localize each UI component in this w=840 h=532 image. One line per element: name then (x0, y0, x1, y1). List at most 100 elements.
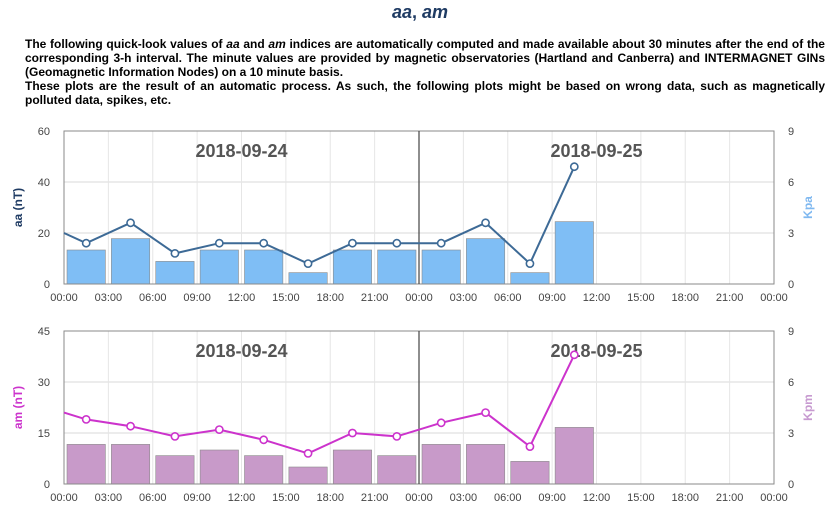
line-point (303, 259, 313, 268)
kp-bar (66, 249, 106, 285)
y-left-axis-title: am (nT) (11, 386, 25, 429)
line-point (81, 238, 91, 248)
kp-bar (332, 449, 372, 485)
kp-bar (199, 449, 239, 485)
x-tick-label: 09:00 (538, 292, 566, 304)
x-tick-label: 03:00 (95, 492, 123, 504)
x-tick-label: 00:00 (760, 492, 788, 504)
page-title: aa, am (0, 2, 840, 23)
y-right-tick-label: 3 (788, 228, 794, 240)
line-point (259, 238, 269, 248)
x-tick-label: 21:00 (361, 492, 389, 504)
date-label: 2018-09-24 (195, 341, 287, 361)
x-tick-label: 15:00 (272, 492, 300, 504)
index-line (63, 354, 576, 455)
y-left-tick-label: 60 (38, 126, 50, 138)
date-label: 2018-09-24 (195, 141, 287, 161)
intro-paragraph-2: These plots are the result of an automat… (25, 79, 825, 107)
line-point (126, 421, 135, 431)
x-tick-label: 15:00 (627, 492, 655, 504)
kp-bar (377, 249, 417, 285)
x-tick-label: 18:00 (671, 292, 699, 304)
y-left-tick-label: 15 (38, 428, 50, 440)
kp-bar (111, 238, 151, 285)
y-left-tick-label: 0 (44, 279, 50, 291)
x-tick-label: 09:00 (183, 492, 211, 504)
kp-bar (66, 444, 106, 485)
intro-text-part: indices are automatically computed and m… (25, 37, 825, 79)
kp-bar (510, 272, 550, 285)
line-point (525, 442, 535, 452)
line-point (126, 218, 135, 228)
line-point (170, 248, 180, 258)
x-tick-label: 06:00 (139, 492, 167, 504)
x-tick-label: 06:00 (494, 292, 522, 304)
intro-em-aa: aa (226, 37, 240, 51)
kp-bar (199, 249, 239, 285)
x-tick-label: 15:00 (627, 292, 655, 304)
line-point (481, 408, 490, 417)
y-right-tick-label: 9 (788, 126, 794, 138)
x-tick-label: 12:00 (583, 292, 611, 304)
x-tick-label: 00:00 (50, 292, 78, 304)
x-tick-label: 00:00 (405, 292, 433, 304)
x-tick-label: 12:00 (583, 492, 611, 504)
y-right-tick-label: 9 (788, 326, 794, 338)
kp-bar (332, 249, 372, 285)
y-left-tick-label: 40 (38, 177, 50, 189)
line-point (81, 415, 91, 424)
y-right-tick-label: 6 (788, 177, 794, 189)
y-left-tick-label: 30 (38, 377, 50, 389)
line-point (348, 238, 357, 248)
kp-bar (554, 221, 594, 285)
x-tick-label: 09:00 (183, 292, 211, 304)
title-aa: aa (391, 2, 412, 22)
intro-text-part: The following quick-look values of (25, 37, 227, 51)
line-point (348, 428, 357, 438)
kp-bar (111, 444, 151, 485)
title-separator: , (412, 2, 423, 22)
line-point (392, 432, 402, 441)
aa-chart: 2018-09-24 2018-09-25 0 20 40 60 0 3 6 9 00:00 03:0… (11, 126, 815, 304)
line-point (436, 418, 446, 428)
line-point (569, 350, 579, 360)
line-point (170, 432, 180, 441)
line-point (569, 162, 579, 172)
x-tick-label: 03:00 (450, 292, 478, 304)
kp-bar (155, 455, 195, 485)
intro-paragraph-1: The following quick-look values of aa an… (25, 37, 825, 79)
kp-bar (554, 427, 594, 485)
x-tick-label: 18:00 (316, 492, 344, 504)
line-point (436, 238, 446, 248)
kp-bar (421, 249, 461, 285)
y-right-tick-label: 6 (788, 377, 794, 389)
x-tick-label: 12:00 (228, 292, 256, 304)
y-left-tick-label: 20 (38, 228, 50, 240)
y-left-tick-label: 45 (38, 326, 50, 338)
y-left-axis-title: aa (nT) (11, 188, 25, 227)
line-point (259, 435, 269, 445)
date-label: 2018-09-25 (550, 141, 642, 161)
am-chart: 2018-09-24 2018-09-25 0 15 30 45 0 3 6 9 00:00 03:0… (11, 326, 815, 504)
date-label: 2018-09-25 (550, 341, 642, 361)
x-tick-label: 09:00 (538, 492, 566, 504)
x-tick-label: 18:00 (671, 492, 699, 504)
x-tick-label: 21:00 (716, 292, 744, 304)
line-point (214, 238, 224, 248)
x-tick-label: 03:00 (450, 492, 478, 504)
y-right-axis-title: Kpm (801, 394, 815, 421)
x-tick-label: 15:00 (272, 292, 300, 304)
y-right-tick-label: 0 (788, 479, 794, 491)
intro-text-part: and (239, 37, 269, 51)
kp-bar (466, 238, 506, 285)
y-right-tick-label: 3 (788, 428, 794, 440)
x-tick-label: 06:00 (139, 292, 167, 304)
kp-bar (421, 444, 461, 485)
line-point (303, 448, 313, 458)
x-tick-label: 00:00 (405, 492, 433, 504)
kp-bar (510, 461, 550, 485)
x-tick-label: 00:00 (760, 292, 788, 304)
kp-bar (244, 249, 284, 285)
kp-bar (466, 444, 506, 485)
x-tick-label: 00:00 (50, 492, 78, 504)
